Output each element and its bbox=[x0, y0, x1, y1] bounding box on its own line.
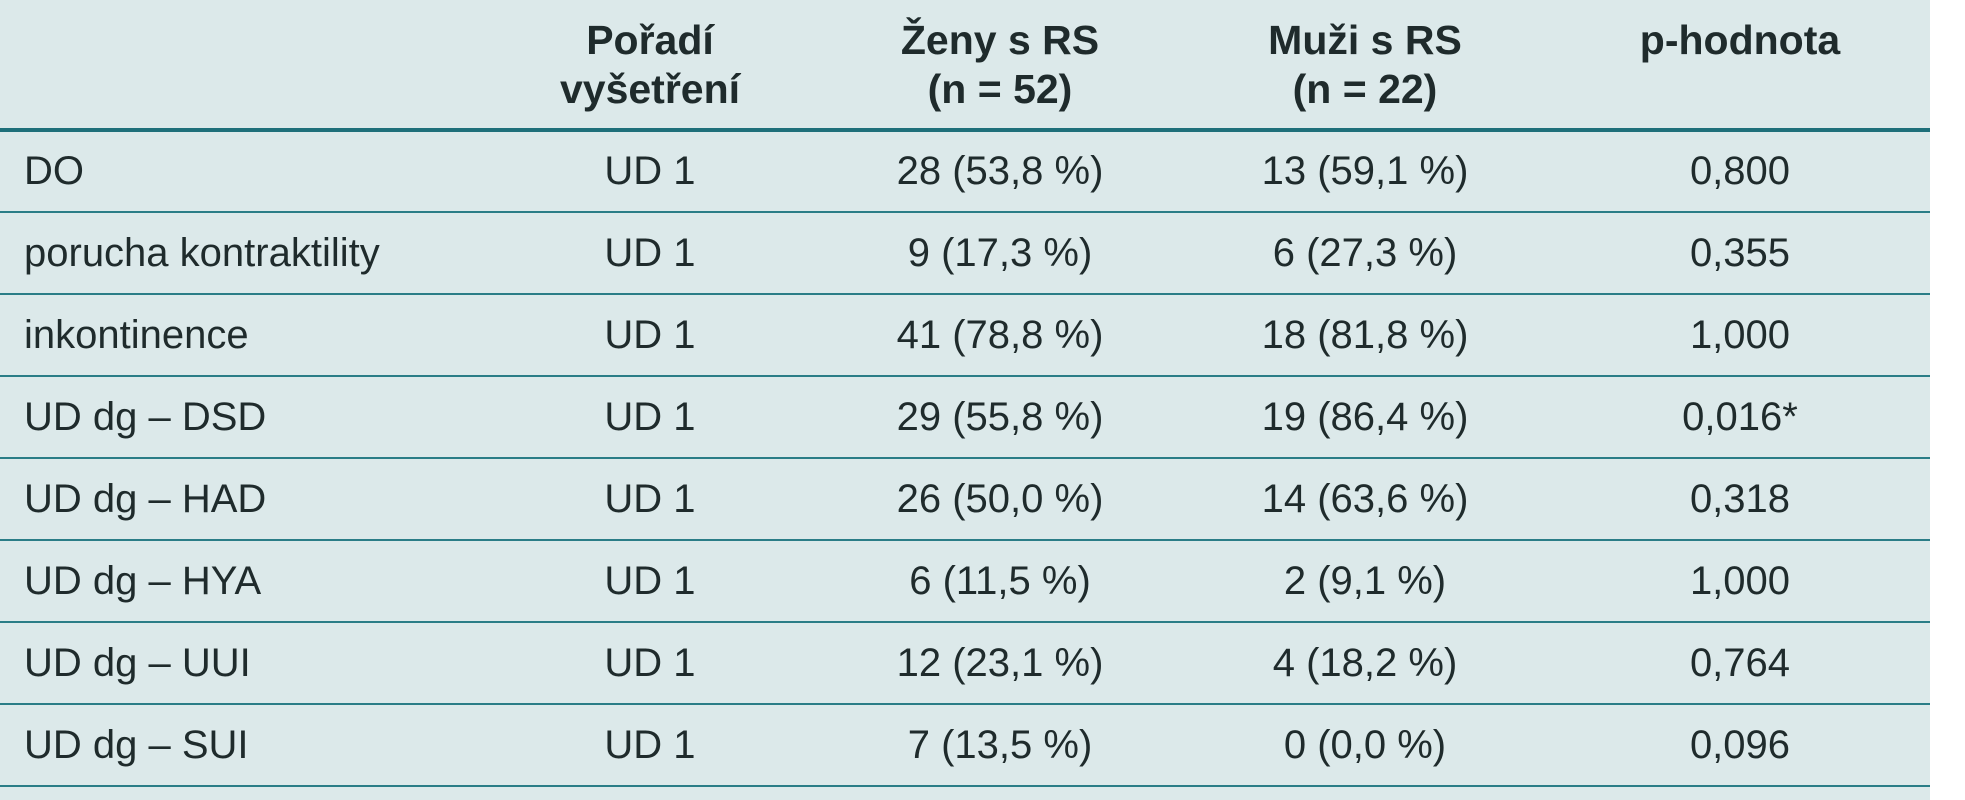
header-p-value: p-hodnota bbox=[1550, 0, 1930, 132]
row-label: UD dg – SUI bbox=[0, 704, 480, 787]
row-label: inkontinence bbox=[0, 294, 480, 377]
row-men: 4 (18,2 %) bbox=[1180, 622, 1550, 705]
row-p-value: 0,800 bbox=[1550, 130, 1930, 213]
row-women: 26 (50,0 %) bbox=[820, 458, 1180, 541]
row-order: UD 1 bbox=[480, 704, 820, 787]
row-women: 7 (13,5 %) bbox=[820, 704, 1180, 787]
row-order: UD 1 bbox=[480, 540, 820, 623]
row-label: UD dg – HYA bbox=[0, 540, 480, 623]
row-p-value: 0,096 bbox=[1550, 704, 1930, 787]
row-women: 6 (11,5 %) bbox=[820, 540, 1180, 623]
table-row: UD dg – DSD UD 1 29 (55,8 %) 19 (86,4 %)… bbox=[0, 376, 1930, 459]
row-order: UD 1 bbox=[480, 294, 820, 377]
row-men: 0 (0,0 %) bbox=[1180, 704, 1550, 787]
row-women: 41 (78,8 %) bbox=[820, 294, 1180, 377]
row-order: UD 1 bbox=[480, 376, 820, 459]
table-row: UD dg – UUI UD 1 12 (23,1 %) 4 (18,2 %) … bbox=[0, 622, 1930, 705]
row-order: UD 1 bbox=[480, 130, 820, 213]
row-women: 29 (55,8 %) bbox=[820, 376, 1180, 459]
row-women: 9 (17,3 %) bbox=[820, 212, 1180, 295]
row-men: 13 (59,1 %) bbox=[1180, 130, 1550, 213]
row-label: UD dg – UUI bbox=[0, 622, 480, 705]
header-line-1: Muži s RS bbox=[1268, 17, 1462, 63]
row-order: UD 1 bbox=[480, 458, 820, 541]
row-label: UD dg – DSD bbox=[0, 376, 480, 459]
row-men: 14 (63,6 %) bbox=[1180, 458, 1550, 541]
table-row: UD dg – HYA UD 1 6 (11,5 %) 2 (9,1 %) 1,… bbox=[0, 540, 1930, 623]
header-line-2: vyšetření bbox=[559, 66, 741, 112]
header-line-1: Ženy s RS bbox=[900, 17, 1100, 63]
table-body: DO UD 1 28 (53,8 %) 13 (59,1 %) 0,800 po… bbox=[0, 130, 1930, 787]
header-line-2: (n = 52) bbox=[927, 66, 1073, 112]
header-women: Ženy s RS (n = 52) bbox=[820, 0, 1180, 132]
row-label: porucha kontraktility bbox=[0, 212, 480, 295]
row-label: UD dg – HAD bbox=[0, 458, 480, 541]
header-men: Muži s RS (n = 22) bbox=[1180, 0, 1550, 132]
row-women: 12 (23,1 %) bbox=[820, 622, 1180, 705]
table-row: DO UD 1 28 (53,8 %) 13 (59,1 %) 0,800 bbox=[0, 130, 1930, 213]
row-men: 18 (81,8 %) bbox=[1180, 294, 1550, 377]
table-row: UD dg – HAD UD 1 26 (50,0 %) 14 (63,6 %)… bbox=[0, 458, 1930, 541]
header-line-2: (n = 22) bbox=[1292, 66, 1438, 112]
header-line-1: p-hodnota bbox=[1639, 17, 1841, 63]
row-p-value: 1,000 bbox=[1550, 294, 1930, 377]
header-line-1: Pořadí bbox=[586, 17, 714, 63]
row-p-value: 0,016* bbox=[1550, 376, 1930, 459]
row-p-value: 0,355 bbox=[1550, 212, 1930, 295]
row-men: 6 (27,3 %) bbox=[1180, 212, 1550, 295]
row-label: DO bbox=[0, 130, 480, 213]
table-row: UD dg – SUI UD 1 7 (13,5 %) 0 (0,0 %) 0,… bbox=[0, 704, 1930, 787]
header-label-column bbox=[0, 0, 480, 132]
table-header: Pořadí vyšetření Ženy s RS (n = 52) Muži… bbox=[0, 0, 1930, 132]
row-order: UD 1 bbox=[480, 212, 820, 295]
results-table: Pořadí vyšetření Ženy s RS (n = 52) Muži… bbox=[0, 0, 1930, 787]
row-p-value: 1,000 bbox=[1550, 540, 1930, 623]
table-row: porucha kontraktility UD 1 9 (17,3 %) 6 … bbox=[0, 212, 1930, 295]
row-women: 28 (53,8 %) bbox=[820, 130, 1180, 213]
row-men: 2 (9,1 %) bbox=[1180, 540, 1550, 623]
row-p-value: 0,764 bbox=[1550, 622, 1930, 705]
header-row: Pořadí vyšetření Ženy s RS (n = 52) Muži… bbox=[0, 0, 1930, 132]
header-order: Pořadí vyšetření bbox=[480, 0, 820, 132]
row-p-value: 0,318 bbox=[1550, 458, 1930, 541]
table-row: inkontinence UD 1 41 (78,8 %) 18 (81,8 %… bbox=[0, 294, 1930, 377]
row-men: 19 (86,4 %) bbox=[1180, 376, 1550, 459]
row-order: UD 1 bbox=[480, 622, 820, 705]
